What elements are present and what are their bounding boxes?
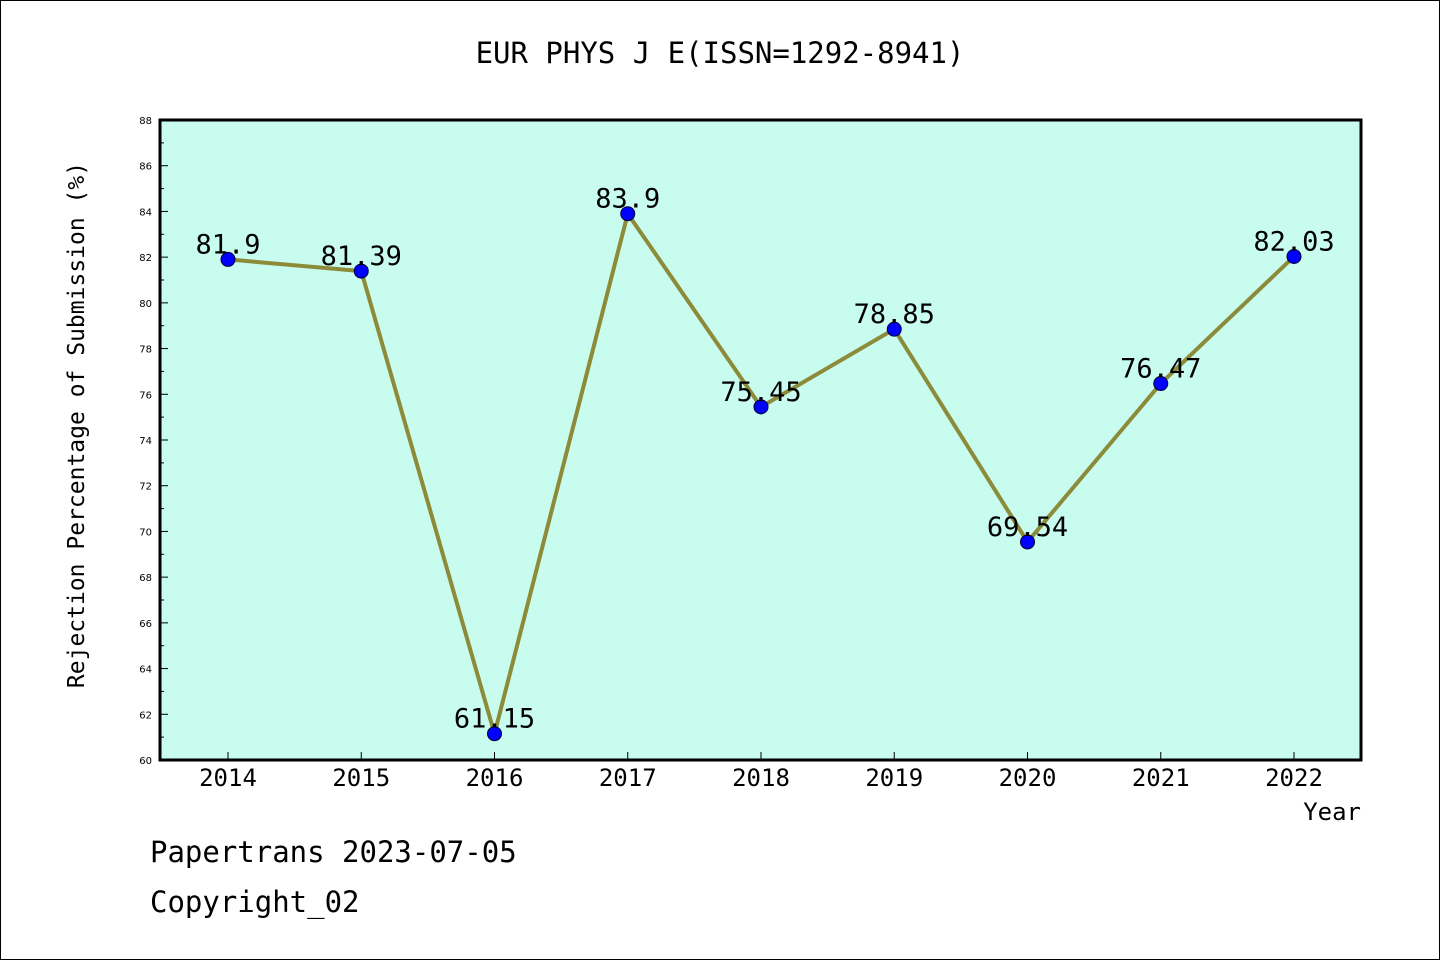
x-tick-label: 2020 [999,764,1057,792]
data-label: 83.9 [595,184,660,215]
data-label: 78.85 [854,299,935,330]
x-tick-label: 2021 [1132,764,1190,792]
footer-copyright: Copyright_02 [150,885,360,919]
y-axis: 60 62 64 66 68 70 72 74 76 78 80 82 84 86 88 [139,116,168,767]
x-tick-label: 2015 [332,764,390,792]
y-tick-label: 62 [139,710,152,721]
data-point [1153,376,1169,392]
footer-date: Papertrans 2023-07-05 [150,835,517,869]
data-point [487,726,502,742]
y-tick-label: 72 [139,482,152,493]
y-tick-label: 78 [139,345,152,356]
x-tick-label: 2019 [865,764,923,792]
data-point [353,263,369,279]
plot-area [158,118,1363,762]
data-label: 61.15 [454,704,535,735]
data-label: 76.47 [1120,354,1201,385]
data-label: 69.54 [987,512,1068,543]
y-tick-label: 60 [139,756,152,767]
y-axis-label: Rejection Percentage of Submission (%) [64,162,90,688]
data-point [753,399,769,415]
y-tick-label: 80 [139,299,152,310]
y-tick-label: 68 [139,573,152,584]
data-label: 82.03 [1253,226,1334,257]
x-tick-label: 2014 [199,764,257,792]
x-tick-label: 2016 [466,764,524,792]
y-tick-label: 76 [139,390,152,401]
y-tick-label: 74 [139,436,152,447]
data-point [220,251,236,267]
y-tick-label: 88 [139,116,152,127]
x-tick-label: 2017 [599,764,657,792]
data-point [620,206,636,222]
y-tick-label: 70 [139,527,152,538]
x-tick-label: 2018 [732,764,790,792]
data-point [1020,534,1035,550]
x-axis: 2014 2015 2016 2017 2018 2019 2020 2021 2022 [199,752,1323,792]
data-label: 81.9 [195,229,260,260]
y-tick-label: 66 [139,619,152,630]
data-label: 81.39 [321,241,402,272]
x-axis-label: Year [1303,798,1361,826]
data-label: 75.45 [720,377,801,408]
data-point [886,321,902,337]
x-tick-label: 2022 [1265,764,1323,792]
y-tick-label: 86 [139,162,152,173]
y-tick-label: 64 [139,665,152,676]
chart-title: EUR PHYS J E(ISSN=1292-8941) [475,36,965,70]
data-point [1286,248,1302,264]
series: 81.9 81.39 61.15 83.9 75.45 78.85 69.54 76.47 82… [195,184,1335,742]
y-tick-label: 82 [139,253,152,264]
y-tick-label: 84 [139,207,152,218]
